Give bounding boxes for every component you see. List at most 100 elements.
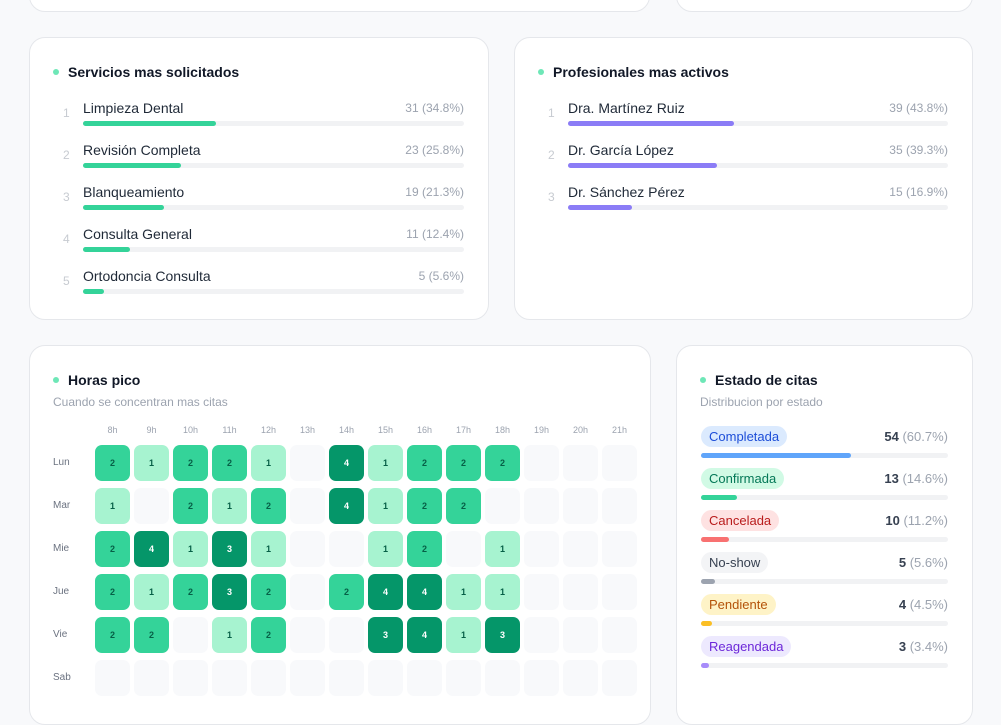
heatmap-cell[interactable]: 1 xyxy=(173,530,208,567)
heatmap-cell[interactable]: 3 xyxy=(212,530,247,567)
cell-value: 2 xyxy=(460,457,466,468)
item-value: 11 (12.4%) xyxy=(406,227,464,241)
heatmap-cell[interactable]: 1 xyxy=(368,530,403,567)
status-item: Confirmada 13 (14.6%) xyxy=(701,468,948,510)
heatmap-cell[interactable]: 1 xyxy=(485,530,520,567)
cell-value: 1 xyxy=(265,543,271,554)
heatmap-cell[interactable]: 1 xyxy=(368,487,403,524)
heatmap-cell[interactable] xyxy=(524,530,559,567)
status-subtitle: Distribucion por estado xyxy=(700,395,823,409)
heatmap-cell[interactable] xyxy=(485,487,520,524)
heatmap-cell[interactable] xyxy=(290,444,325,481)
heatmap-cell[interactable]: 2 xyxy=(251,616,286,653)
heatmap-cell[interactable] xyxy=(329,530,364,567)
heatmap-cell[interactable] xyxy=(446,659,481,696)
heatmap-cell[interactable] xyxy=(173,659,208,696)
heatmap-cell[interactable]: 2 xyxy=(95,530,130,567)
heatmap-cell[interactable] xyxy=(602,530,637,567)
heatmap-cell[interactable] xyxy=(446,530,481,567)
heatmap-cell[interactable]: 1 xyxy=(446,573,481,610)
heatmap-cell[interactable]: 2 xyxy=(134,616,169,653)
heatmap-cell[interactable] xyxy=(134,659,169,696)
heatmap-cell[interactable]: 1 xyxy=(251,530,286,567)
heatmap-cell[interactable] xyxy=(290,616,325,653)
heatmap-cell[interactable]: 2 xyxy=(212,444,247,481)
status-percent: (14.6%) xyxy=(902,471,948,486)
heatmap-cell[interactable]: 1 xyxy=(446,616,481,653)
heatmap-cell[interactable]: 3 xyxy=(368,616,403,653)
heatmap-cell[interactable]: 1 xyxy=(134,573,169,610)
heatmap-cell[interactable]: 2 xyxy=(446,444,481,481)
heatmap-cell[interactable]: 2 xyxy=(407,530,442,567)
item-name: Dr. Sánchez Pérez xyxy=(568,184,685,200)
item-name: Revisión Completa xyxy=(83,142,201,158)
heatmap-cell[interactable]: 4 xyxy=(368,573,403,610)
heatmap-cell[interactable] xyxy=(563,487,598,524)
heatmap-cell[interactable] xyxy=(602,573,637,610)
heatmap-cell[interactable]: 4 xyxy=(134,530,169,567)
heatmap-cell[interactable] xyxy=(602,444,637,481)
heatmap-cell[interactable]: 1 xyxy=(485,573,520,610)
heatmap-cell[interactable] xyxy=(290,659,325,696)
heatmap-cell[interactable]: 2 xyxy=(95,573,130,610)
heatmap-cell[interactable] xyxy=(563,444,598,481)
cell-value: 1 xyxy=(148,586,154,597)
heatmap-cell[interactable] xyxy=(524,659,559,696)
heatmap-cell[interactable] xyxy=(524,573,559,610)
heatmap-cell[interactable] xyxy=(329,616,364,653)
heatmap-cell[interactable]: 2 xyxy=(173,573,208,610)
heatmap-cell[interactable] xyxy=(524,616,559,653)
heatmap-cell[interactable]: 4 xyxy=(329,487,364,524)
heatmap-cell[interactable]: 2 xyxy=(329,573,364,610)
heatmap-cell[interactable]: 2 xyxy=(485,444,520,481)
heatmap-cell[interactable]: 1 xyxy=(251,444,286,481)
heatmap-cell[interactable]: 4 xyxy=(407,616,442,653)
heatmap-cell[interactable] xyxy=(524,487,559,524)
heatmap-cell[interactable]: 1 xyxy=(134,444,169,481)
heatmap-cell[interactable]: 1 xyxy=(368,444,403,481)
heatmap-cell[interactable] xyxy=(212,659,247,696)
hour-label: 11h xyxy=(222,425,237,435)
dot-icon xyxy=(53,69,59,75)
heatmap-cell[interactable]: 2 xyxy=(251,573,286,610)
heatmap-cell[interactable] xyxy=(368,659,403,696)
heatmap-cell[interactable]: 3 xyxy=(212,573,247,610)
heatmap-cell[interactable]: 2 xyxy=(173,444,208,481)
heatmap-cell[interactable] xyxy=(602,659,637,696)
day-label: Lun xyxy=(53,457,70,468)
heatmap-cell[interactable]: 4 xyxy=(329,444,364,481)
heatmap-cell[interactable] xyxy=(251,659,286,696)
heatmap-cell[interactable]: 2 xyxy=(95,616,130,653)
heatmap-cell[interactable] xyxy=(602,487,637,524)
heatmap-cell[interactable] xyxy=(563,530,598,567)
heatmap-cell[interactable]: 1 xyxy=(95,487,130,524)
heatmap-cell[interactable]: 1 xyxy=(212,487,247,524)
heatmap-cell[interactable] xyxy=(134,487,169,524)
heatmap-cell[interactable] xyxy=(602,616,637,653)
heatmap-cell[interactable] xyxy=(95,659,130,696)
heatmap-cell[interactable]: 2 xyxy=(446,487,481,524)
heatmap-cell[interactable] xyxy=(563,659,598,696)
heatmap-cell[interactable]: 4 xyxy=(407,573,442,610)
heatmap-cell[interactable]: 2 xyxy=(95,444,130,481)
cell-value: 1 xyxy=(382,543,388,554)
heatmap-cell[interactable] xyxy=(524,444,559,481)
heatmap-cell[interactable]: 2 xyxy=(173,487,208,524)
heatmap-row: Mie 2 4 1 3 1 1 2 1 xyxy=(53,527,637,570)
ranking-item: 2 Revisión Completa 23 (25.8%) xyxy=(63,142,464,172)
heatmap-cell[interactable]: 3 xyxy=(485,616,520,653)
heatmap-cell[interactable] xyxy=(290,530,325,567)
heatmap-cell[interactable] xyxy=(290,573,325,610)
heatmap-cell[interactable] xyxy=(173,616,208,653)
heatmap-cell[interactable]: 1 xyxy=(212,616,247,653)
heatmap-cell[interactable] xyxy=(329,659,364,696)
heatmap-cell[interactable] xyxy=(407,659,442,696)
progress-track xyxy=(83,121,464,126)
heatmap-cell[interactable]: 2 xyxy=(407,487,442,524)
heatmap-cell[interactable] xyxy=(290,487,325,524)
heatmap-cell[interactable]: 2 xyxy=(407,444,442,481)
heatmap-cell[interactable] xyxy=(563,573,598,610)
heatmap-cell[interactable]: 2 xyxy=(251,487,286,524)
heatmap-cell[interactable] xyxy=(563,616,598,653)
heatmap-cell[interactable] xyxy=(485,659,520,696)
